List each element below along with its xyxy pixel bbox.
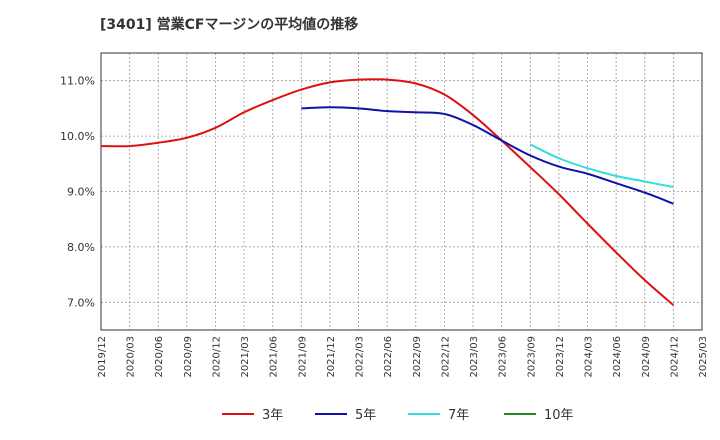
legend-label: 5年: [355, 408, 376, 423]
x-tick-label: 2020/03: [126, 336, 137, 378]
x-tick-label: 2023/06: [498, 336, 509, 378]
series-line-2: [301, 106, 674, 205]
legend-label: 10年: [544, 408, 574, 423]
x-tick-label: 2022/06: [383, 336, 394, 378]
series-line-1: [100, 78, 675, 306]
x-tick-label: 2024/03: [584, 336, 595, 378]
series-line-3: [529, 143, 674, 189]
x-tick-label: 2022/12: [440, 336, 451, 378]
chart-title: [3401] 営業CFマージンの平均値の推移: [100, 17, 359, 33]
x-tick-label: 2023/03: [469, 336, 480, 378]
plot-area: [100, 52, 703, 331]
y-tick-label: 9.0%: [67, 186, 95, 199]
x-tick-label: 2024/06: [612, 336, 623, 378]
x-tick-label: 2019/12: [97, 336, 108, 378]
legend-label: 3年: [262, 408, 283, 423]
x-tick-label: 2024/12: [669, 336, 680, 378]
x-tick-label: 2021/09: [297, 336, 308, 378]
x-tick-label: 2021/12: [326, 336, 337, 378]
y-tick-label: 7.0%: [67, 296, 95, 309]
x-tick-label: 2020/09: [183, 336, 194, 378]
legend-label: 7年: [448, 408, 469, 423]
x-tick-label: 2022/03: [355, 336, 366, 378]
y-tick-label: 8.0%: [67, 241, 95, 254]
x-tick-label: 2022/09: [412, 336, 423, 378]
y-tick-label: 11.0%: [60, 75, 95, 88]
x-tick-label: 2021/06: [269, 336, 280, 378]
x-tick-label: 2023/12: [555, 336, 566, 378]
y-tick-label: 10.0%: [60, 130, 95, 143]
x-tick-label: 2023/09: [526, 336, 537, 378]
x-tick-label: 2024/09: [641, 336, 652, 378]
x-tick-label: 2021/03: [240, 336, 251, 378]
x-tick-label: 2020/12: [211, 336, 222, 378]
x-tick-label: 2025/03: [698, 336, 709, 378]
x-tick-label: 2020/06: [154, 336, 165, 378]
